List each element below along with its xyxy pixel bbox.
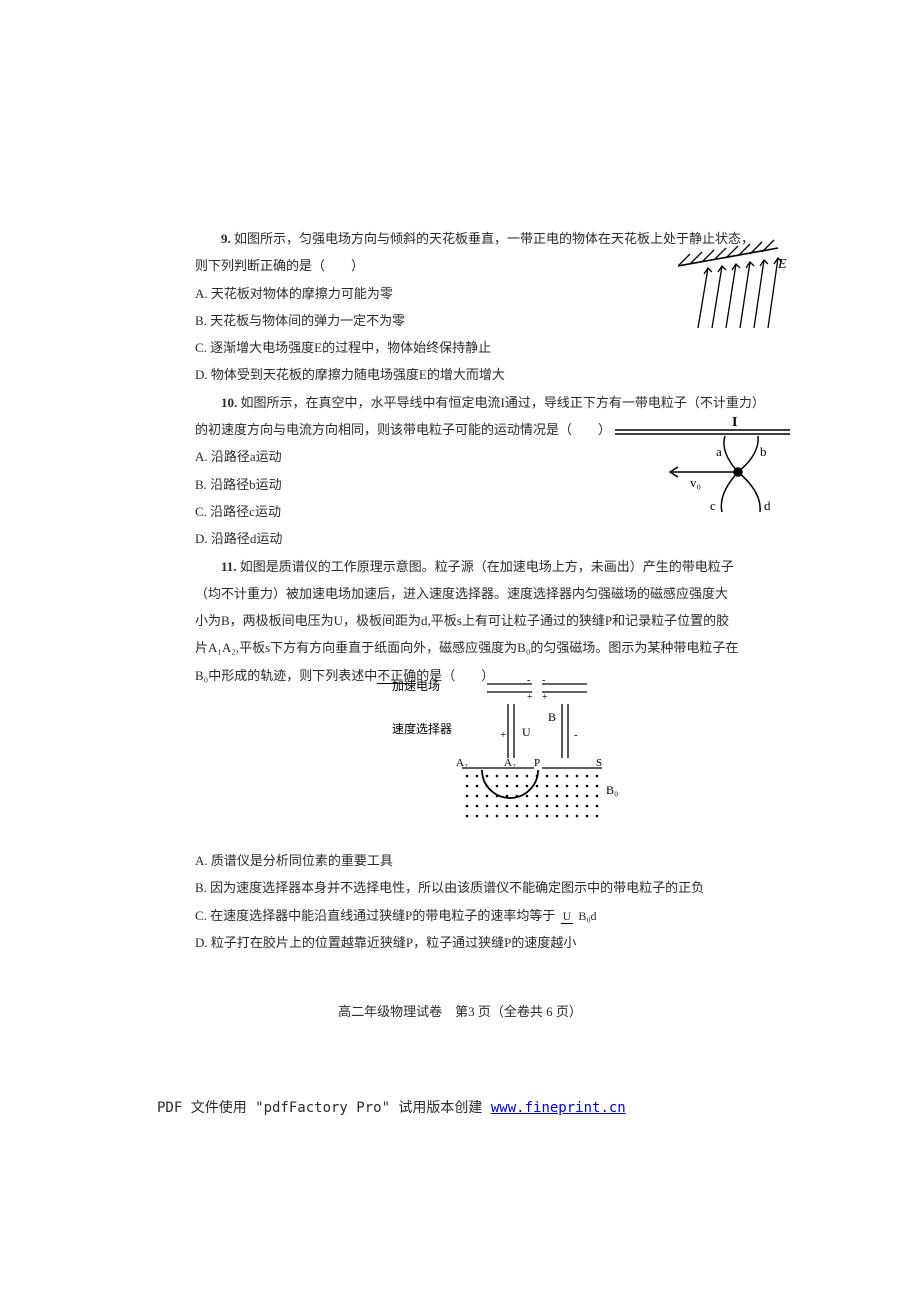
- page-footer: 高二年级物理试卷 第3 页（全卷共 6 页）: [0, 1001, 920, 1020]
- q11-option-c: C. 在速度选择器中能沿直线通过狭缝P的带电粒子的速率均等于 U B₀d: [195, 902, 790, 929]
- q9-option-b: B. 天花板与物体间的弹力一定不为零: [195, 307, 790, 334]
- page: E I v₀ a b: [0, 0, 920, 1302]
- q9-number: 9.: [221, 231, 231, 246]
- q11-c-text: C. 在速度选择器中能沿直线通过狭缝P的带电粒子的速率均等于: [195, 908, 555, 923]
- q10-number: 10.: [221, 395, 237, 410]
- content-block: 9. 如图所示，匀强电场方向与倾斜的天花板垂直，一带正电的物体在天花板上处于静止…: [195, 225, 790, 956]
- q11-text-a: 如图是质谱仪的工作原理示意图。粒子源（在加速电场上方，未画出）产生的带电粒子: [240, 559, 734, 574]
- q9-stem-line1: 9. 如图所示，匀强电场方向与倾斜的天花板垂直，一带正电的物体在天花板上处于静止…: [195, 225, 790, 252]
- q11-stem-line1: 11. 如图是质谱仪的工作原理示意图。粒子源（在加速电场上方，未画出）产生的带电…: [195, 553, 790, 580]
- q11-stem-line3: 小为B，两极板间电压为U，极板间距为d,平板s上有可让粒子通过的狭缝P和记录粒子…: [195, 607, 790, 634]
- q11-number: 11.: [221, 559, 237, 574]
- q11-c-numerator: U: [561, 909, 574, 924]
- q11-option-d: D. 粒子打在胶片上的位置越靠近狭缝P，粒子通过狭缝P的速度越小: [195, 929, 790, 956]
- q10-text-a: 如图所示，在真空中，水平导线中有恒定电流I通过，导线正下方有一带电粒子（不计重力…: [241, 395, 765, 410]
- q10-stem-line2: 的初速度方向与电流方向相同，则该带电粒子可能的运动情况是（ ）: [195, 416, 790, 443]
- q11-c-denominator: B₀d: [576, 909, 598, 923]
- q11-stem-line4: 片A₁A₂,平板s下方有方向垂直于纸面向外，磁感应强度为B₀的匀强磁场。图示为某…: [195, 634, 790, 661]
- q9-option-d: D. 物体受到天花板的摩擦力随电场强度E的增大而增大: [195, 361, 790, 388]
- q9-text-a: 如图所示，匀强电场方向与倾斜的天花板垂直，一带正电的物体在天花板上处于静止状态，: [234, 231, 754, 246]
- q10-stem-line1: 10. 如图所示，在真空中，水平导线中有恒定电流I通过，导线正下方有一带电粒子（…: [195, 389, 790, 416]
- pdf-credit-line: PDF 文件使用 "pdfFactory Pro" 试用版本创建 www.fin…: [157, 1097, 626, 1117]
- q11-text-e-mid: 不正确: [377, 668, 416, 684]
- q11-c-fraction: U B₀d: [561, 910, 599, 923]
- pdf-credit-text: PDF 文件使用 "pdfFactory Pro" 试用版本创建: [157, 1100, 491, 1116]
- q10-option-c: C. 沿路径c运动: [195, 498, 790, 525]
- q11-stem-line5: B₀中形成的轨迹，则下列表述中不正确的是（ ）: [195, 662, 790, 689]
- figure-q11-spacer: [195, 689, 790, 847]
- q11-text-e-pre: B₀中形成的轨迹，则下列表述中: [195, 668, 377, 683]
- q9-option-c: C. 逐渐增大电场强度E的过程中，物体始终保持静止: [195, 334, 790, 361]
- q10-option-b: B. 沿路径b运动: [195, 471, 790, 498]
- q11-stem-line2: （均不计重力）被加速电场加速后，进入速度选择器。速度选择器内匀强磁场的磁感应强度…: [195, 580, 790, 607]
- q11-option-b: B. 因为速度选择器本身并不选择电性，所以由该质谱仪不能确定图示中的带电粒子的正…: [195, 874, 790, 901]
- pdf-credit-link[interactable]: www.fineprint.cn: [491, 1100, 626, 1116]
- q9-option-a: A. 天花板对物体的摩擦力可能为零: [195, 280, 790, 307]
- q11-option-a: A. 质谱仪是分析同位素的重要工具: [195, 847, 790, 874]
- q11-text-e-post: 的是（ ）: [416, 668, 494, 683]
- q9-stem-line2: 则下列判断正确的是（ ）: [195, 252, 790, 279]
- q10-option-a: A. 沿路径a运动: [195, 443, 790, 470]
- q10-option-d: D. 沿路径d运动: [195, 525, 790, 552]
